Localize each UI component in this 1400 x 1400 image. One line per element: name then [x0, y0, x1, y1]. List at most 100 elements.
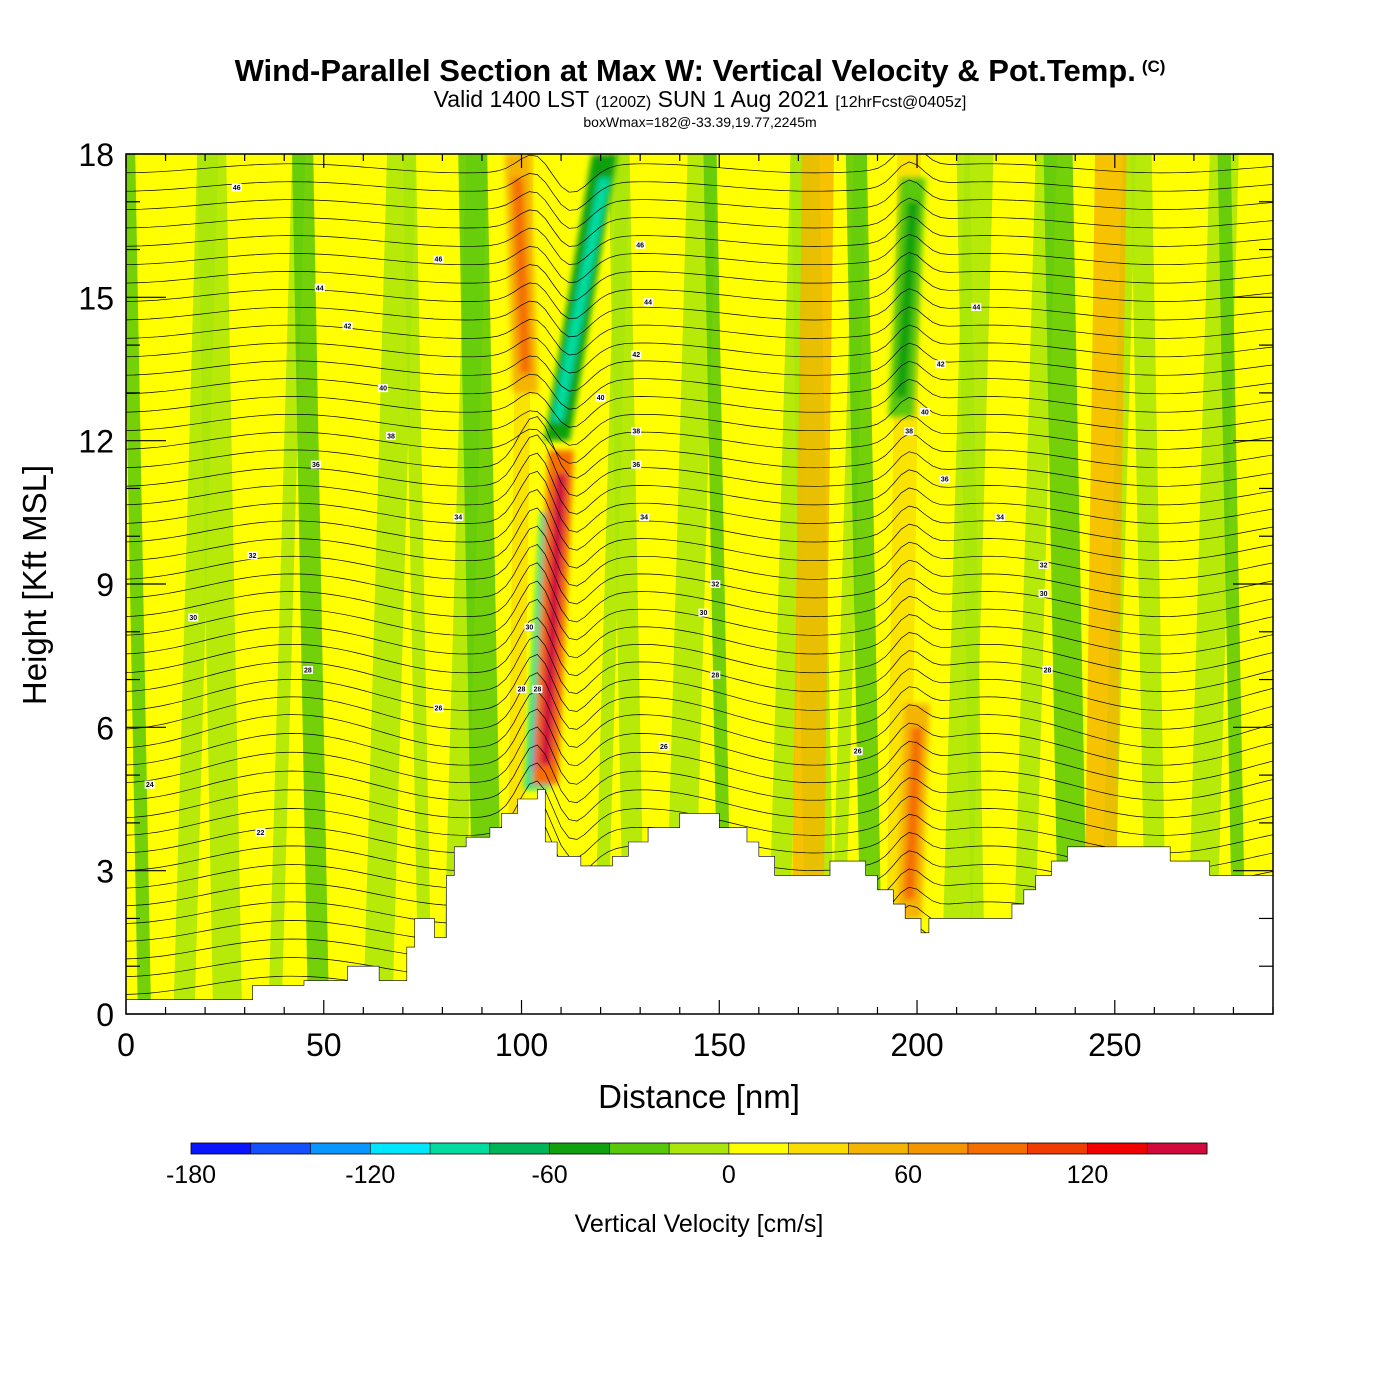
isentrope-line — [126, 544, 1273, 605]
isentrope-label-text: 30 — [189, 615, 197, 622]
terrain-mask — [126, 789, 1273, 1014]
colorbar-swatch — [967, 1143, 1029, 1154]
isentrope-label: 24 — [144, 780, 155, 789]
isentrope-label-bg — [433, 704, 444, 713]
isentrope-label-bg — [247, 551, 258, 560]
isentrope-label-text: 30 — [1040, 591, 1048, 598]
isentrope-label-bg — [639, 513, 650, 522]
valid-utc: (1200Z) — [595, 94, 652, 111]
isentrope-label: 36 — [939, 474, 950, 483]
isentrope-label-bg — [302, 666, 313, 674]
isentrope-line — [126, 635, 1273, 694]
colorbar-swatch — [1147, 1143, 1208, 1154]
isentrope-label-bg — [144, 780, 155, 789]
velocity-bands — [126, 154, 1247, 1014]
isentrope-label-text: 42 — [632, 352, 640, 359]
isentrope-label-bg — [314, 283, 325, 292]
isentrope-line — [126, 762, 1273, 822]
velocity-band — [663, 154, 717, 1014]
isentrope-line — [126, 489, 1273, 551]
velocity-feature-core — [895, 201, 919, 398]
isentrope-label-bg — [532, 685, 543, 694]
colorbar-swatch — [430, 1143, 491, 1154]
isentrope-label-text: 36 — [312, 462, 320, 469]
colorbar-tick-label: 120 — [1067, 1161, 1109, 1189]
colorbar-tick-label: -120 — [345, 1161, 395, 1189]
isentrope-label: 22 — [255, 828, 266, 837]
isentrope-label-text: 38 — [632, 429, 640, 436]
valid-time-line: Valid 1400 LST (1200Z) SUN 1 Aug 2021 [1… — [0, 88, 1400, 114]
isentrope-label-bg — [643, 298, 654, 307]
isentrope-labels: 46 46 44 46 44 44 42 42 42 40 40 40 38 38 38 36 36 36 34 34… — [144, 183, 1053, 837]
isentrope-label-bg — [342, 322, 353, 330]
isentrope-line — [126, 562, 1273, 623]
isentrope-line — [126, 154, 1273, 193]
velocity-feature-core — [511, 177, 532, 374]
isentrope-label-bg — [658, 742, 669, 751]
colorbar-swatch — [848, 1143, 909, 1154]
isentrope-label-text: 34 — [640, 515, 648, 522]
isentrope-label: 38 — [631, 427, 642, 436]
isentrope-label: 34 — [639, 513, 650, 522]
velocity-feature-core — [551, 177, 611, 422]
isentrope-line — [126, 179, 1273, 229]
colorbar-swatch — [1087, 1143, 1148, 1154]
isentrope-label: 34 — [453, 513, 464, 522]
colorbar-title: Vertical Velocity [cm/s] — [575, 1210, 824, 1238]
isentrope-line — [126, 672, 1273, 730]
isentrope-label-bg — [310, 460, 321, 469]
isentrope-label-text: 34 — [996, 515, 1004, 522]
isentrope-label-bg — [904, 427, 915, 436]
isentrope-label-bg — [995, 513, 1006, 522]
isentrope-label-text: 26 — [660, 744, 668, 751]
isentrope-label-text: 42 — [344, 324, 352, 331]
colorbar-swatch — [549, 1143, 610, 1154]
isentrope-label: 28 — [532, 685, 543, 694]
isentrope-label: 42 — [631, 350, 642, 359]
isentrope-label-text: 42 — [937, 362, 945, 369]
isentrope-label-text: 28 — [711, 672, 719, 679]
isentrope-label-bg — [710, 580, 721, 588]
isentrope-label: 28 — [1042, 666, 1053, 675]
colorbar-swatch — [370, 1143, 431, 1154]
forecast-info: [12hrFcst@0405z] — [835, 94, 967, 111]
copyright-mark: (C) — [1141, 57, 1166, 76]
isentrope-label: 42 — [935, 360, 946, 369]
colorbar: -180 -120 -60 0 60 120 — [166, 1142, 1208, 1189]
colorbar-tick-label: 60 — [894, 1161, 922, 1189]
isentrope-label-bg — [1038, 589, 1049, 598]
colorbar-swatch — [609, 1143, 670, 1154]
isentrope-label: 32 — [1038, 560, 1049, 569]
y-tick-label: 12 — [78, 424, 114, 460]
isentrope-label-text: 30 — [526, 625, 534, 632]
isentrope-line — [126, 215, 1273, 265]
isentrope-label-bg — [710, 670, 721, 679]
box-info: boxWmax=182@-33.39,19.77,2245m — [583, 114, 817, 130]
updraft-band — [1083, 154, 1127, 1014]
isentrope-label-bg — [939, 474, 950, 483]
isentrope-label: 26 — [433, 704, 444, 713]
isentrope-line — [126, 360, 1273, 410]
isentrope-label-bg — [1038, 560, 1049, 569]
isentrope-label-text: 44 — [644, 300, 652, 307]
colorbar-swatch — [191, 1143, 252, 1154]
isentrope-label: 44 — [971, 302, 982, 311]
colorbar-swatch — [728, 1143, 790, 1154]
y-tick-label: 9 — [96, 567, 114, 603]
velocity-band — [363, 154, 417, 1014]
isentrope-label-bg — [453, 513, 464, 522]
isentrope-label: 46 — [433, 255, 444, 264]
isentrope-label: 30 — [698, 608, 709, 617]
isentrope-label-text: 32 — [249, 553, 257, 560]
isentrope-label-bg — [595, 393, 606, 402]
isentrope-label-bg — [378, 384, 389, 393]
x-tick-label: 100 — [495, 1027, 548, 1063]
velocity-band — [458, 154, 504, 1014]
x-tick-label: 250 — [1088, 1027, 1141, 1063]
isentrope-label: 28 — [302, 666, 313, 675]
velocity-band — [197, 154, 243, 1014]
isentrope-label-bg — [631, 350, 642, 359]
colorbar-tick-label: -180 — [166, 1161, 216, 1189]
isentrope-label-text: 40 — [921, 410, 929, 417]
